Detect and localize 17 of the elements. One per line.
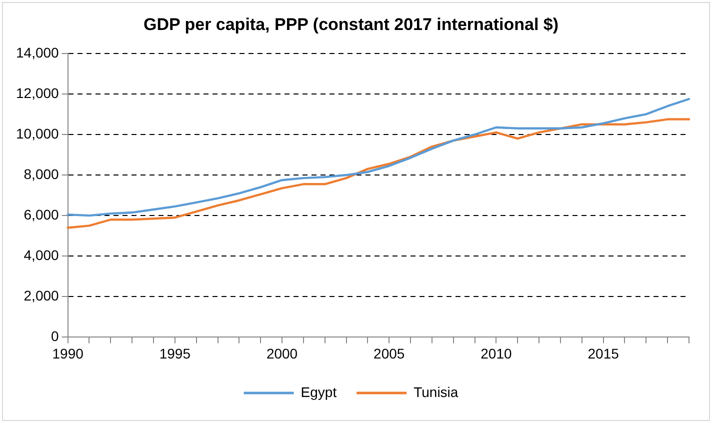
y-tick-label: 10,000 <box>16 125 60 142</box>
y-tick-label: 14,000 <box>16 44 60 60</box>
legend-label: Tunisia <box>414 384 458 400</box>
x-tick-label: 1990 <box>52 345 84 362</box>
y-tick-label: 6,000 <box>24 206 60 222</box>
x-tick-label: 2000 <box>266 345 298 362</box>
x-tick-label: 2005 <box>374 345 405 362</box>
legend-label: Egypt <box>300 384 337 400</box>
y-tick-label: 12,000 <box>16 84 60 101</box>
y-tick-label: 4,000 <box>24 246 60 263</box>
x-tick-label: 2015 <box>588 345 620 362</box>
x-tick-label: 1995 <box>159 345 191 362</box>
y-tick-label: 2,000 <box>24 288 60 304</box>
x-tick-label: 2010 <box>480 345 512 362</box>
chart-title: GDP per capita, PPP (constant 2017 international $) <box>143 14 559 34</box>
y-tick-label: 0 <box>51 328 60 344</box>
y-tick-label: 8,000 <box>24 166 60 182</box>
